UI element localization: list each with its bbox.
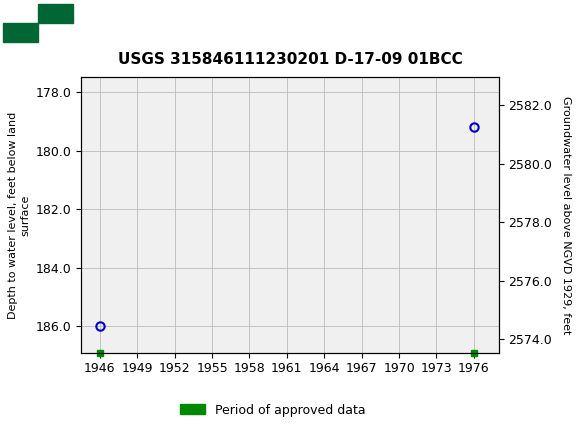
Y-axis label: Depth to water level, feet below land
surface: Depth to water level, feet below land su… [9, 111, 30, 319]
FancyBboxPatch shape [3, 3, 72, 42]
FancyBboxPatch shape [38, 3, 72, 22]
Y-axis label: Groundwater level above NGVD 1929, feet: Groundwater level above NGVD 1929, feet [561, 96, 571, 334]
Legend: Period of approved data: Period of approved data [175, 399, 371, 421]
Text: USGS: USGS [84, 12, 153, 33]
Text: USGS 315846111230201 D-17-09 01BCC: USGS 315846111230201 D-17-09 01BCC [118, 52, 462, 67]
FancyBboxPatch shape [3, 22, 38, 42]
